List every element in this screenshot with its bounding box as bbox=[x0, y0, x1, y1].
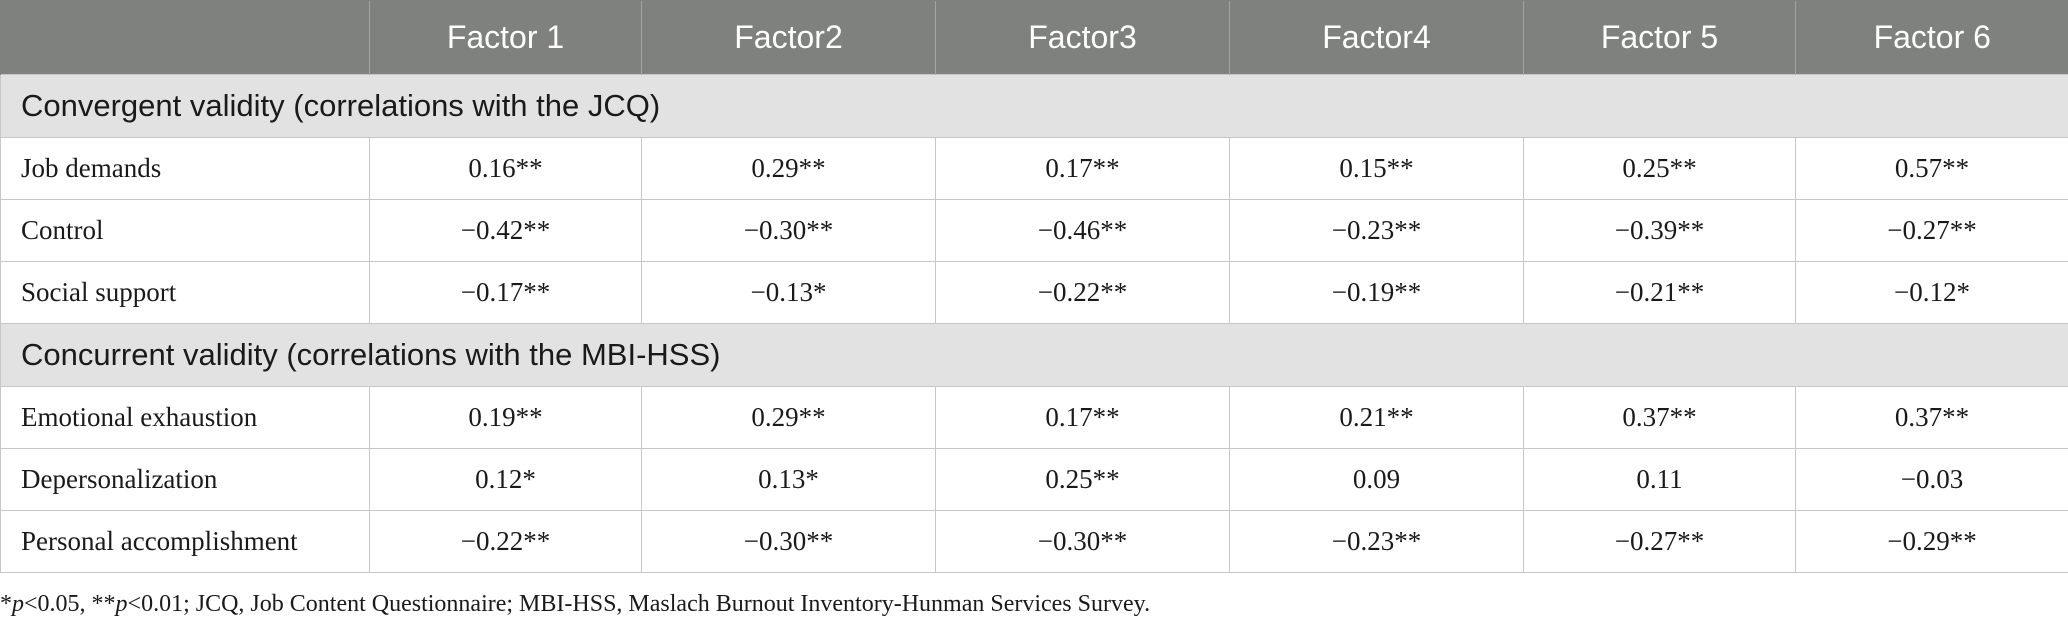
table-cell: 0.17** bbox=[935, 137, 1230, 200]
row-label: Personal accomplishment bbox=[0, 510, 370, 573]
table-cell: −0.21** bbox=[1523, 261, 1796, 324]
row-label: Depersonalization bbox=[0, 448, 370, 511]
table-footnote: *p<0.05, **p<0.01; JCQ, Job Content Ques… bbox=[0, 591, 1150, 618]
table-cell: −0.13* bbox=[641, 261, 936, 324]
table-cell: 0.09 bbox=[1229, 448, 1524, 511]
table-cell: 0.13* bbox=[641, 448, 936, 511]
table-cell: 0.25** bbox=[935, 448, 1230, 511]
table-cell: 0.19** bbox=[369, 386, 642, 449]
row-label: Emotional exhaustion bbox=[0, 386, 370, 449]
table-cell: −0.27** bbox=[1795, 199, 2068, 262]
table-cell: −0.30** bbox=[641, 199, 936, 262]
table-row: Job demands 0.16** 0.29** 0.17** 0.15** … bbox=[0, 137, 2068, 200]
table-cell: 0.12* bbox=[369, 448, 642, 511]
section-row-convergent: Convergent validity (correlations with t… bbox=[0, 74, 2068, 138]
table-cell: −0.22** bbox=[369, 510, 642, 573]
table-cell: 0.57** bbox=[1795, 137, 2068, 200]
table-cell: −0.22** bbox=[935, 261, 1230, 324]
table-cell: 0.11 bbox=[1523, 448, 1796, 511]
table-cell: −0.12* bbox=[1795, 261, 2068, 324]
table-cell: −0.30** bbox=[935, 510, 1230, 573]
table-cell: 0.25** bbox=[1523, 137, 1796, 200]
table-cell: −0.30** bbox=[641, 510, 936, 573]
header-cell-factor-4: Factor4 bbox=[1229, 0, 1524, 75]
table-cell: −0.42** bbox=[369, 199, 642, 262]
table-cell: 0.29** bbox=[641, 386, 936, 449]
table-cell: −0.29** bbox=[1795, 510, 2068, 573]
table-cell: 0.16** bbox=[369, 137, 642, 200]
validity-correlation-table: Factor 1 Factor2 Factor3 Factor4 Factor … bbox=[0, 0, 2068, 573]
table-cell: 0.29** bbox=[641, 137, 936, 200]
header-cell-empty bbox=[0, 0, 370, 75]
row-label: Social support bbox=[0, 261, 370, 324]
table-cell: −0.19** bbox=[1229, 261, 1524, 324]
header-cell-factor-1: Factor 1 bbox=[369, 0, 642, 75]
section-row-concurrent: Concurrent validity (correlations with t… bbox=[0, 323, 2068, 387]
footnote-text: <0.01; JCQ, Job Content Questionnaire; M… bbox=[127, 591, 1151, 617]
row-label: Job demands bbox=[0, 137, 370, 200]
table-cell: −0.46** bbox=[935, 199, 1230, 262]
correlation-table-container: Factor 1 Factor2 Factor3 Factor4 Factor … bbox=[0, 0, 2068, 573]
table-row: Personal accomplishment −0.22** −0.30** … bbox=[0, 510, 2068, 573]
footnote-star: * bbox=[0, 591, 12, 617]
table-cell: 0.17** bbox=[935, 386, 1230, 449]
table-row: Control −0.42** −0.30** −0.46** −0.23** … bbox=[0, 199, 2068, 262]
section-title: Concurrent validity (correlations with t… bbox=[0, 323, 2068, 387]
header-cell-factor-2: Factor2 bbox=[641, 0, 936, 75]
section-title: Convergent validity (correlations with t… bbox=[0, 74, 2068, 138]
footnote-text: <0.05, ** bbox=[24, 591, 116, 617]
table-cell: −0.39** bbox=[1523, 199, 1796, 262]
header-cell-factor-5: Factor 5 bbox=[1523, 0, 1796, 75]
table-row: Emotional exhaustion 0.19** 0.29** 0.17*… bbox=[0, 386, 2068, 449]
row-label: Control bbox=[0, 199, 370, 262]
footnote-p-italic: p bbox=[12, 591, 24, 617]
header-row: Factor 1 Factor2 Factor3 Factor4 Factor … bbox=[0, 0, 2068, 75]
table-cell: −0.23** bbox=[1229, 199, 1524, 262]
table-cell: −0.03 bbox=[1795, 448, 2068, 511]
table-cell: −0.27** bbox=[1523, 510, 1796, 573]
table-cell: 0.37** bbox=[1795, 386, 2068, 449]
header-cell-factor-6: Factor 6 bbox=[1795, 0, 2068, 75]
table-row: Social support −0.17** −0.13* −0.22** −0… bbox=[0, 261, 2068, 324]
table-cell: 0.15** bbox=[1229, 137, 1524, 200]
table-row: Depersonalization 0.12* 0.13* 0.25** 0.0… bbox=[0, 448, 2068, 511]
table-cell: −0.23** bbox=[1229, 510, 1524, 573]
table-cell: −0.17** bbox=[369, 261, 642, 324]
footnote-p-italic: p bbox=[115, 591, 128, 617]
header-cell-factor-3: Factor3 bbox=[935, 0, 1230, 75]
table-cell: 0.37** bbox=[1523, 386, 1796, 449]
table-cell: 0.21** bbox=[1229, 386, 1524, 449]
